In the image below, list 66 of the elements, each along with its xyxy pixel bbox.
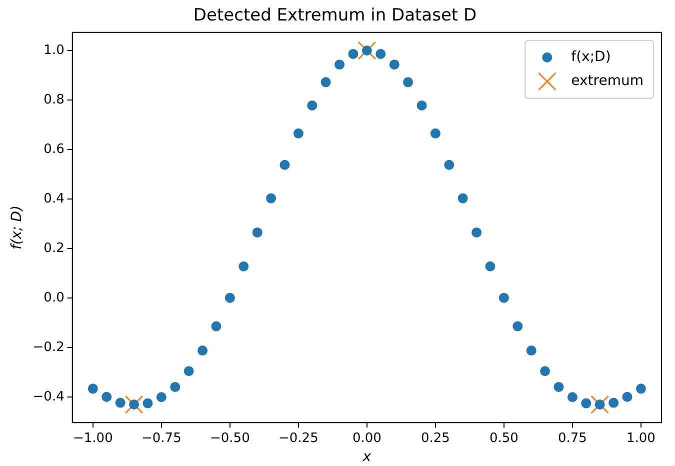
point <box>115 398 126 408</box>
point <box>540 366 550 376</box>
point <box>498 292 509 303</box>
point <box>358 41 376 60</box>
x-tick-label: −0.50 <box>210 430 250 446</box>
legend-label: extremum <box>571 73 644 90</box>
point <box>458 193 468 204</box>
point <box>334 60 345 70</box>
y-tick-label: 0.2 <box>44 240 64 256</box>
point <box>389 60 400 70</box>
point <box>554 382 564 392</box>
point <box>238 261 249 272</box>
point <box>88 384 98 394</box>
x-tick-label: −1.00 <box>72 430 113 446</box>
point <box>142 398 153 408</box>
point <box>184 366 194 376</box>
point <box>211 321 222 332</box>
point <box>526 346 536 356</box>
point <box>124 395 144 414</box>
point <box>252 227 262 238</box>
x-tick-label: 0.25 <box>420 430 450 446</box>
y-tick-label: 0.4 <box>44 191 64 206</box>
x-tick-label: −0.25 <box>278 430 318 446</box>
point <box>293 128 304 138</box>
point <box>567 392 578 402</box>
y-axis-title: f(x; D) <box>9 205 26 250</box>
point <box>581 398 592 408</box>
x-tick-label: 0.50 <box>489 430 518 446</box>
point <box>266 193 276 204</box>
point <box>472 227 482 238</box>
point <box>307 100 318 110</box>
point <box>362 45 372 56</box>
point <box>416 100 427 110</box>
chart-title: Detected Extremum in Dataset D <box>193 6 477 26</box>
y-tick-label: 0.6 <box>44 142 64 157</box>
x-tick-label: 0.00 <box>352 430 382 446</box>
point <box>156 392 166 402</box>
x-tick-label: −0.75 <box>142 430 182 446</box>
point <box>485 261 496 272</box>
point <box>376 48 386 59</box>
point <box>636 384 646 394</box>
point <box>622 392 632 402</box>
point <box>320 77 331 88</box>
x-tick-label: 0.75 <box>558 430 587 446</box>
point <box>512 321 523 332</box>
y-tick-label: −0.4 <box>32 389 64 404</box>
y-tick-label: 0.0 <box>44 290 64 306</box>
point <box>224 292 235 303</box>
point <box>129 400 140 410</box>
point <box>170 382 180 392</box>
point <box>590 395 610 414</box>
point <box>594 400 605 410</box>
x-tick-label: 1.00 <box>626 430 656 446</box>
point <box>280 160 290 170</box>
point <box>102 392 112 402</box>
point <box>348 48 358 59</box>
y-tick-label: −0.2 <box>32 340 64 355</box>
point <box>198 346 208 356</box>
point <box>403 77 414 88</box>
y-tick-label: 0.8 <box>44 92 64 108</box>
point <box>608 398 619 408</box>
x-axis-title: x <box>362 449 372 466</box>
legend-label: f(x;D) <box>571 49 611 66</box>
y-tick-label: 1.0 <box>44 42 64 58</box>
point <box>444 160 454 170</box>
point <box>430 128 440 138</box>
